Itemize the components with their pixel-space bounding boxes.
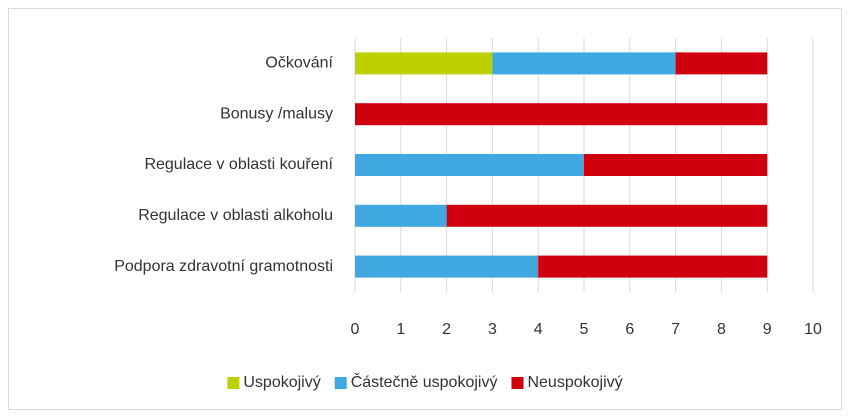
y-tick-label: Bonusy /malusy bbox=[220, 105, 333, 122]
x-tick-label: 2 bbox=[442, 321, 451, 338]
legend-swatch bbox=[334, 377, 347, 389]
x-tick-label: 7 bbox=[671, 321, 680, 338]
bar bbox=[355, 255, 539, 278]
y-tick-label: Očkování bbox=[265, 55, 333, 72]
x-tick-label: 6 bbox=[625, 321, 634, 338]
bar bbox=[584, 154, 768, 176]
x-tick-label: 1 bbox=[396, 321, 405, 338]
y-tick-label: Podpora zdravotní gramotnosti bbox=[114, 258, 333, 275]
legend-label: Částečně uspokojivý bbox=[351, 372, 498, 391]
bar bbox=[355, 52, 493, 75]
y-tick-label: Regulace v oblasti kouření bbox=[144, 156, 333, 173]
legend-label: Neuspokojivý bbox=[527, 374, 622, 391]
bar bbox=[355, 204, 447, 227]
x-tick-label: 9 bbox=[763, 321, 772, 338]
x-tick-label: 3 bbox=[488, 321, 497, 338]
x-tick-label: 4 bbox=[534, 321, 543, 338]
legend-swatch bbox=[227, 377, 240, 389]
bar bbox=[355, 103, 768, 126]
bar bbox=[675, 52, 768, 75]
y-tick-label: Regulace v oblasti alkoholu bbox=[138, 207, 333, 224]
x-tick-label: 0 bbox=[351, 321, 360, 338]
bar bbox=[355, 154, 584, 176]
bar bbox=[538, 255, 768, 278]
bar bbox=[446, 204, 768, 227]
legend-swatch bbox=[511, 377, 524, 389]
x-tick-label: 5 bbox=[580, 321, 589, 338]
x-tick-label: 10 bbox=[804, 321, 822, 338]
x-tick-label: 8 bbox=[717, 321, 726, 338]
bar bbox=[492, 52, 676, 75]
legend-label: Uspokojivý bbox=[243, 374, 320, 391]
